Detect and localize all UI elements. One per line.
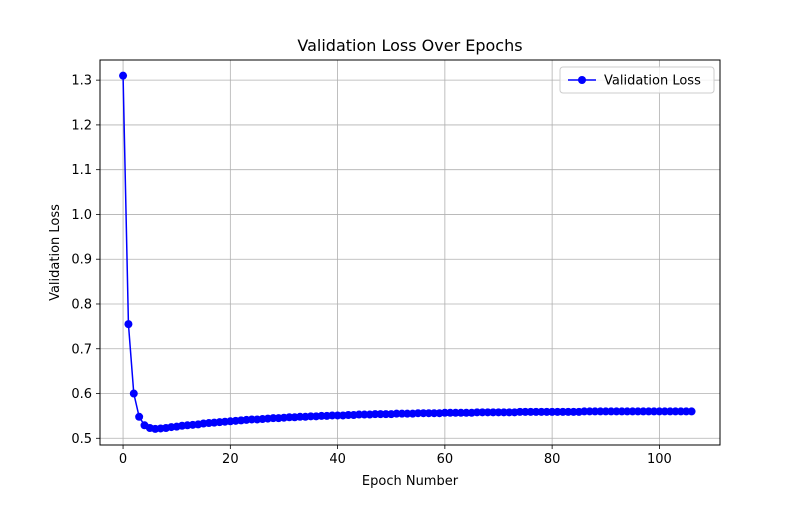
legend: Validation Loss [559,66,715,94]
y-tick-label: 0.6 [71,387,92,402]
x-tick-label: 100 [647,452,672,467]
y-tick-label: 1.0 [71,208,92,223]
data-point [687,407,696,416]
chart-title: Validation Loss Over Epochs [297,36,522,55]
y-tick-label: 1.3 [71,74,92,89]
x-tick-label: 20 [222,452,239,467]
legend-label: Validation Loss [604,74,701,89]
x-tick-label: 0 [119,452,127,467]
y-tick-label: 1.1 [71,163,92,178]
y-tick-label: 0.7 [71,342,92,357]
legend-marker-sample [578,76,586,84]
axis-ticks: 0 20 40 60 80 100 0.5 0.6 0.7 0.8 0.9 1.0 1.1 1.2 1.3 [71,74,671,467]
y-tick-label: 0.9 [71,253,92,268]
x-tick-label: 60 [437,452,454,467]
y-tick-label: 0.5 [71,432,92,447]
data-point [124,320,133,329]
y-axis-title: Validation Loss [48,204,63,301]
data-point [135,412,144,421]
x-tick-label: 80 [544,452,561,467]
y-tick-label: 0.8 [71,297,92,312]
data-point [119,71,128,80]
plot-frame [99,59,721,446]
x-tick-label: 40 [329,452,346,467]
x-axis-title: Epoch Number [362,474,459,489]
data-point [129,389,138,398]
legend-box [559,66,715,94]
y-tick-label: 1.2 [71,118,92,133]
grid [100,60,720,445]
series-layer [119,71,696,433]
